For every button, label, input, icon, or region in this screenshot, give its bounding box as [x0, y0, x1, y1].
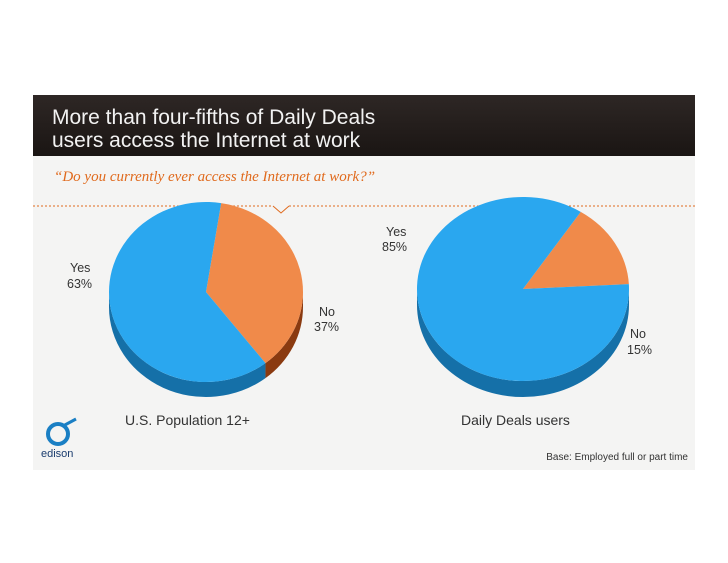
slice-yes [109, 202, 266, 382]
label-yes-value: 85% [382, 240, 407, 254]
label-no-value: 37% [314, 320, 339, 334]
base-note: Base: Employed full or part time [546, 452, 688, 463]
slide-title: More than four-fifths of Daily Deals use… [52, 106, 375, 152]
title-bar: More than four-fifths of Daily Deals use… [33, 95, 695, 156]
slice-no [206, 203, 303, 364]
title-line-1: More than four-fifths of Daily Deals [52, 106, 376, 129]
pie-caption: Daily Deals users [461, 412, 570, 428]
slice-yes-depth [109, 292, 266, 397]
label-no-name: No [630, 327, 646, 341]
slice-no [523, 211, 629, 289]
pie-charts: Yes 63% No 37% U.S. Population 12+ Yes 8… [67, 197, 652, 428]
survey-question: “Do you currently ever access the Intern… [54, 169, 376, 185]
title-line-2: users access the Internet at work [52, 129, 361, 152]
label-yes-name: Yes [386, 225, 406, 239]
label-yes-value: 63% [67, 277, 92, 291]
pie-daily-deals: Yes 85% No 15% Daily Deals users [382, 197, 652, 428]
edison-logo: edison [41, 417, 77, 460]
label-yes-name: Yes [70, 261, 90, 275]
logo-wordmark: edison [41, 448, 73, 460]
label-no-value: 15% [627, 343, 652, 357]
pie-us-population: Yes 63% No 37% U.S. Population 12+ [67, 202, 339, 428]
slide: More than four-fifths of Daily Deals use… [33, 95, 695, 470]
pie-caption: U.S. Population 12+ [125, 412, 250, 428]
slice-yes [417, 197, 629, 382]
slice-no-depth [265, 292, 303, 379]
slice-yes-depth [417, 289, 629, 397]
label-no-name: No [319, 305, 335, 319]
